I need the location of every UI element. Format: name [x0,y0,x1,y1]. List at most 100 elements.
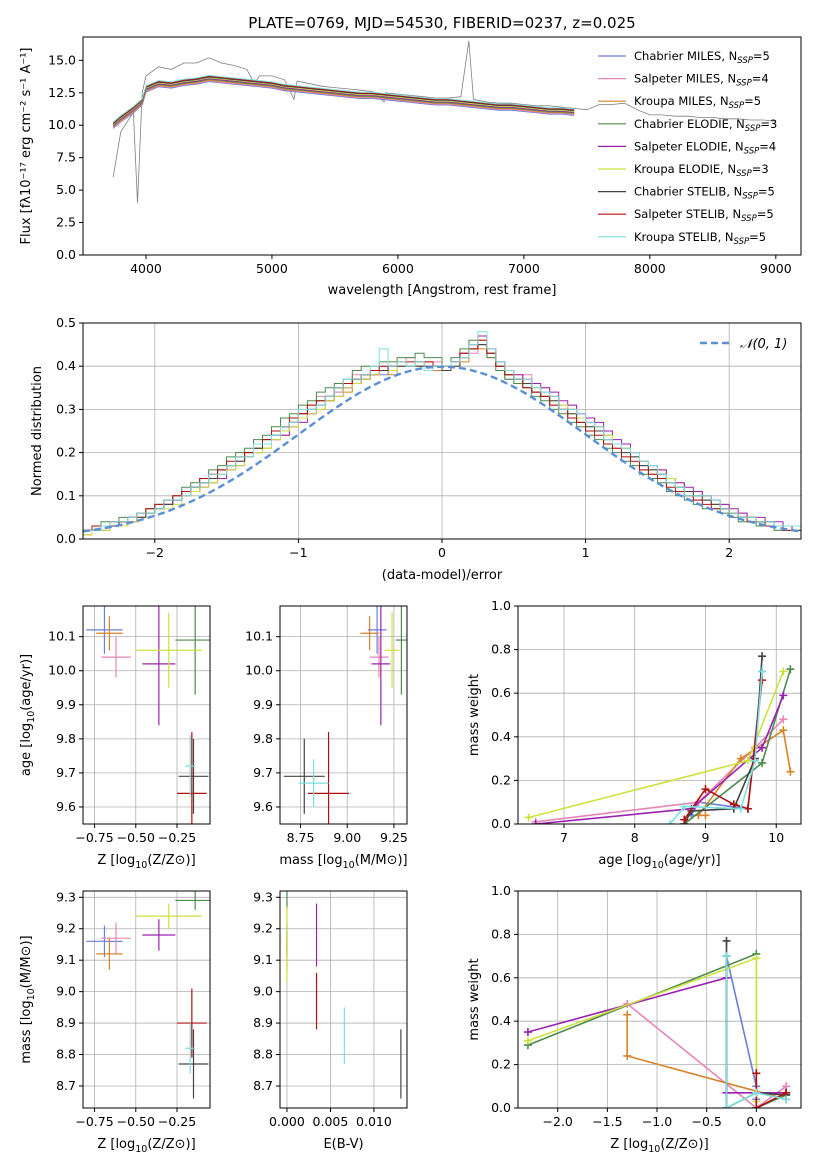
mass-weight-line [755,1073,787,1108]
mass-weight-vs-age-panel: 7 8 9 10 0.0 0.2 0.4 0.6 0.8 1.0 age [log10(age/yr… [467,598,802,871]
legend-entry: Chabrier MILES, NSSP=5 [634,49,770,66]
model-spectrum-line [112,75,575,124]
mass-weight-marker [779,715,788,724]
legend-entry: Kroupa ELODIE, NSSP=3 [634,162,769,179]
mass-weight-marker [758,667,767,676]
y-tick-label: 0.2 [56,445,76,460]
mass-weight-marker [779,691,788,700]
plot-marks [86,606,210,824]
y-tick-label: 10.0 [245,663,273,678]
mass-weight-marker [523,1036,532,1045]
age-vs-metallicity-panel: −0.75 −0.50 −0.25 9.6 9.7 9.8 9.9 10.0 10.1 Z [lo… [19,605,211,871]
y-axis-label: age [log10(age/yr)] [19,654,37,776]
gaussian-curve [83,365,801,533]
y-tick-label: 0.6 [491,685,511,700]
legend-entry: Salpeter STELIB, NSSP=5 [634,207,774,224]
x-tick-label: 9.00 [333,830,361,845]
x-tick-label: 10 [768,830,784,845]
mass-vs-metallicity-panel: −0.75 −0.50 −0.25 8.7 8.8 8.9 9.0 9.1 9.2 9.3 Z [l… [19,889,211,1155]
y-tick-label: 9.7 [56,765,76,780]
y-tick-label: 10.0 [48,117,76,132]
legend-entry: Chabrier STELIB, NSSP=5 [634,185,775,202]
x-tick-label: 0 [438,545,446,560]
y-tick-label: 0.1 [56,488,76,503]
model-spectrum-line [112,77,575,125]
spectrum-ylabel: Flux [fλ10⁻¹⁷ erg cm⁻² s⁻¹ A⁻¹] [19,48,34,245]
x-tick-label: 8.75 [287,830,315,845]
residuals-panel: −2 −1 0 1 2 0.0 0.1 0.2 0.3 0.4 0.5 (data-model)/e… [30,315,802,583]
gaussian-legend-label: 𝒩(0, 1) [740,337,787,352]
axes-frame [517,890,802,1109]
y-tick-label: 0.0 [491,816,511,831]
mass-weight-marker [786,665,795,674]
x-tick-label: 5000 [256,261,288,276]
plot-marks [283,606,407,824]
y-tick-label: 8.8 [56,1047,76,1062]
residuals-ticks: −2 −1 0 1 2 0.0 0.1 0.2 0.3 0.4 0.5 [56,315,733,560]
y-tick-label: 0.0 [491,1100,511,1115]
x-tick-label: −0.50 [117,830,155,845]
x-tick-label: −2 [146,545,164,560]
model-spectrum-line [112,74,575,123]
x-tick-label: 8 [631,830,639,845]
mass-weight-marker [743,756,752,765]
x-tick-label: 2 [725,545,733,560]
mass-weight-marker [531,820,540,824]
y-tick-label: 0.3 [56,401,76,416]
axes-frame [279,605,408,825]
mass-weight-marker [680,802,689,811]
mass-weight-marker [758,743,767,752]
mass-weight-marker [623,1051,632,1060]
x-tick-label: 0.010 [356,1114,392,1129]
model-spectrum-line [112,81,575,129]
y-tick-label: 8.8 [253,1047,273,1062]
mass-weight-marker [524,813,533,822]
mass-weight-marker [729,800,738,809]
residuals-xlabel: (data-model)/error [382,568,503,583]
x-axis-label: mass [log10(M/M⊙)] [279,853,407,871]
mass-weight-marker [701,811,710,820]
mass-weight-vs-metallicity-panel: −2.0 −1.5 −1.0 −0.5 0.0 0.0 0.2 0.4 0.6 0.8 1.0 Z [… [467,883,802,1155]
y-tick-label: 9.8 [253,731,273,746]
y-tick-label: 10.1 [245,629,273,644]
plot-marks [523,936,791,1108]
y-tick-label: 9.1 [253,952,273,967]
spectrum-legend: Chabrier MILES, NSSP=5 Salpeter MILES, NS… [598,49,777,247]
y-tick-label: 8.9 [56,1015,76,1030]
y-tick-label: 9.2 [56,921,76,936]
y-tick-label: 8.7 [253,1078,273,1093]
x-tick-label: −0.25 [158,1114,196,1129]
legend-entry: Salpeter ELODIE, NSSP=4 [634,139,776,156]
y-tick-label: 9.1 [56,952,76,967]
y-tick-label: 1.0 [491,598,511,613]
mass-weight-marker [779,667,788,676]
y-tick-label: 0.2 [491,1057,511,1072]
x-tick-label: 0.005 [313,1114,349,1129]
y-tick-label: 9.6 [56,799,76,814]
y-tick-label: 0.4 [491,1013,511,1028]
y-tick-label: 0.0 [56,531,76,546]
x-tick-label: 6000 [382,261,414,276]
observed-spectrum-line [112,40,776,204]
mass-weight-marker [736,804,745,813]
mass-weight-marker [680,815,689,824]
residual-histograms [83,331,801,536]
x-axis-label: age [log10(age/yr)] [598,853,720,871]
x-tick-label: 1 [582,545,590,560]
x-tick-label: −0.25 [158,830,196,845]
y-tick-label: 9.0 [56,984,76,999]
y-tick-label: 10.0 [48,663,76,678]
x-axis-label: E(B-V) [323,1137,363,1152]
mass-weight-marker [779,726,788,735]
mass-weight-marker [758,758,767,767]
x-axis-label: Z [log10(Z/Z⊙)] [610,1137,708,1155]
mass-weight-marker [722,936,731,945]
axes-frame [279,890,408,1109]
x-tick-label: −1.5 [592,1114,622,1129]
x-tick-label: −0.5 [691,1114,721,1129]
plot-marks [286,891,402,1099]
mass-weight-line [725,955,758,1108]
x-tick-label: 0.0 [746,1114,766,1129]
legend-entry: Kroupa STELIB, NSSP=5 [634,230,766,247]
y-tick-label: 9.7 [253,765,273,780]
